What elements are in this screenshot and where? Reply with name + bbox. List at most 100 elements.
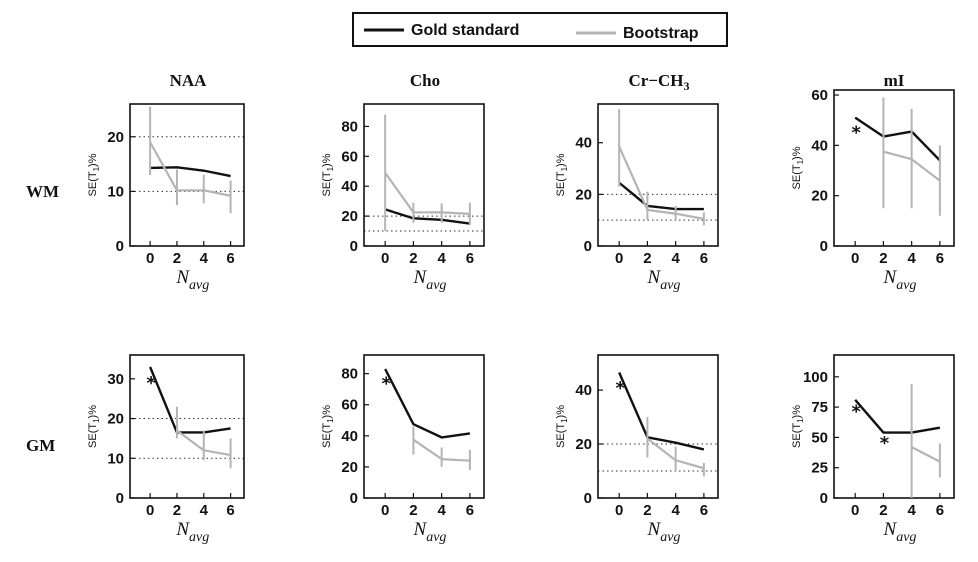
gold-standard-line: [854, 116, 941, 162]
x-tick-label: 6: [936, 502, 944, 519]
y-tick-label: 0: [116, 490, 124, 507]
gold-standard-line: [150, 166, 231, 178]
panel-gm-crch3: 0 20 40 0 2 4 6 Navg SE(T1)% *: [555, 354, 719, 545]
row-label-gm: GM: [26, 436, 55, 455]
x-tick-label: 4: [907, 250, 916, 267]
y-tick-label: 80: [341, 366, 358, 383]
y-axis-label-tail: )%: [555, 153, 567, 167]
y-axis-label-main: SE(T: [321, 423, 333, 448]
x-tick-label: 0: [146, 250, 154, 267]
x-tick-label: 4: [200, 502, 209, 519]
legend-gold-label: Gold standard: [411, 22, 519, 39]
bootstrap-line: [149, 141, 231, 197]
x-tick-label: 2: [879, 250, 887, 267]
column-title-naa: NAA: [170, 71, 208, 90]
column-title-cr-ch3: Cr−CH3: [628, 71, 689, 93]
y-tick-label: 20: [575, 186, 592, 203]
x-axis-label-sub: avg: [896, 278, 916, 293]
y-axis-label: SE(T1)%: [87, 405, 101, 448]
y-axis-label-tail: )%: [87, 405, 99, 419]
x-tick-label: 0: [615, 502, 623, 519]
y-tick-label: 75: [811, 399, 828, 416]
y-axis-label: SE(T1)%: [555, 153, 569, 196]
x-tick-label: 4: [437, 250, 446, 267]
x-tick-label: 2: [879, 502, 887, 519]
y-axis-label-sub: 1: [796, 418, 805, 423]
x-tick-label: 6: [936, 250, 944, 267]
panel-wm-cho: 0 20 40 60 80 0 2 4 6 Navg SE(T1)%: [321, 103, 485, 293]
x-tick-label: 2: [643, 502, 651, 519]
x-tick-label: 2: [409, 502, 417, 519]
panel-gm-naa: 0 10 20 30 0 2 4 6 Navg SE(T1)% *: [87, 354, 245, 545]
column-title-cho: Cho: [410, 71, 440, 90]
bootstrap-line: [384, 172, 470, 215]
y-tick-label: 20: [341, 459, 358, 476]
x-axis-label-sub: avg: [189, 278, 209, 293]
x-tick-label: 6: [226, 250, 234, 267]
y-axis-label-tail: )%: [791, 405, 803, 419]
gold-standard-line: [618, 372, 705, 451]
y-tick-label: 100: [803, 369, 828, 386]
x-tick-label: 6: [226, 502, 234, 519]
y-axis-label: SE(T1)%: [321, 405, 335, 448]
plot-frame: [363, 103, 485, 247]
y-axis-label-tail: )%: [791, 146, 803, 160]
y-tick-label: 60: [341, 148, 358, 165]
x-tick-label: 4: [437, 502, 446, 519]
y-axis-label: SE(T1)%: [321, 153, 335, 196]
bootstrap-line: [618, 146, 705, 220]
x-axis-label: Navg: [175, 519, 209, 545]
x-tick-label: 0: [851, 502, 859, 519]
plot-frame: [833, 89, 955, 247]
y-axis-label: SE(T1)%: [87, 153, 101, 196]
x-tick-label: 2: [173, 502, 181, 519]
x-axis-label: Navg: [883, 267, 917, 293]
y-tick-label: 25: [811, 460, 828, 477]
x-tick-label: 2: [173, 250, 181, 267]
bootstrap-line: [911, 446, 941, 463]
y-axis-label-tail: )%: [321, 153, 333, 167]
x-tick-label: 0: [381, 502, 389, 519]
gold-standard-line: [854, 399, 941, 434]
x-axis-label-main: N: [413, 267, 428, 288]
y-axis-label-main: SE(T: [555, 423, 567, 448]
y-axis-label-main: SE(T: [555, 171, 567, 196]
y-tick-label: 20: [107, 129, 124, 146]
y-tick-label: 40: [811, 137, 828, 154]
plot-frame: [363, 354, 485, 499]
y-tick-label: 60: [341, 397, 358, 414]
x-tick-label: 0: [851, 250, 859, 267]
y-tick-label: 0: [116, 238, 124, 255]
y-axis-label-main: SE(T: [87, 171, 99, 196]
x-axis-label-sub: avg: [426, 278, 446, 293]
plot-frame: [597, 103, 719, 247]
x-axis-label: Navg: [647, 519, 681, 545]
asterisk-marker: *: [381, 373, 391, 394]
gold-standard-line: [618, 181, 704, 211]
y-tick-label: 40: [575, 135, 592, 152]
y-axis-label: SE(T1)%: [791, 405, 805, 448]
y-tick-label: 10: [107, 183, 124, 200]
plot-frame: [833, 354, 955, 499]
x-tick-label: 0: [615, 250, 623, 267]
x-axis-label-sub: avg: [426, 530, 446, 545]
y-axis-label-sub: 1: [560, 166, 569, 171]
y-tick-label: 10: [107, 450, 124, 467]
x-axis-label: Navg: [883, 519, 917, 545]
asterisk-marker: *: [146, 373, 156, 394]
x-axis-label-main: N: [647, 267, 662, 288]
y-axis-label: SE(T1)%: [555, 405, 569, 448]
x-tick-label: 6: [700, 502, 708, 519]
plot-frame: [129, 354, 245, 499]
x-axis-label-sub: avg: [896, 530, 916, 545]
plot-frame: [129, 103, 245, 247]
x-axis-label-sub: avg: [189, 530, 209, 545]
legend-boot-label: Bootstrap: [623, 25, 699, 42]
y-tick-label: 60: [811, 87, 828, 104]
y-axis-label-main: SE(T: [321, 171, 333, 196]
x-axis-label-main: N: [175, 267, 190, 288]
x-axis-label: Navg: [647, 267, 681, 293]
y-tick-label: 50: [811, 429, 828, 446]
asterisk-marker: *: [851, 402, 861, 423]
asterisk-marker: *: [880, 433, 890, 454]
